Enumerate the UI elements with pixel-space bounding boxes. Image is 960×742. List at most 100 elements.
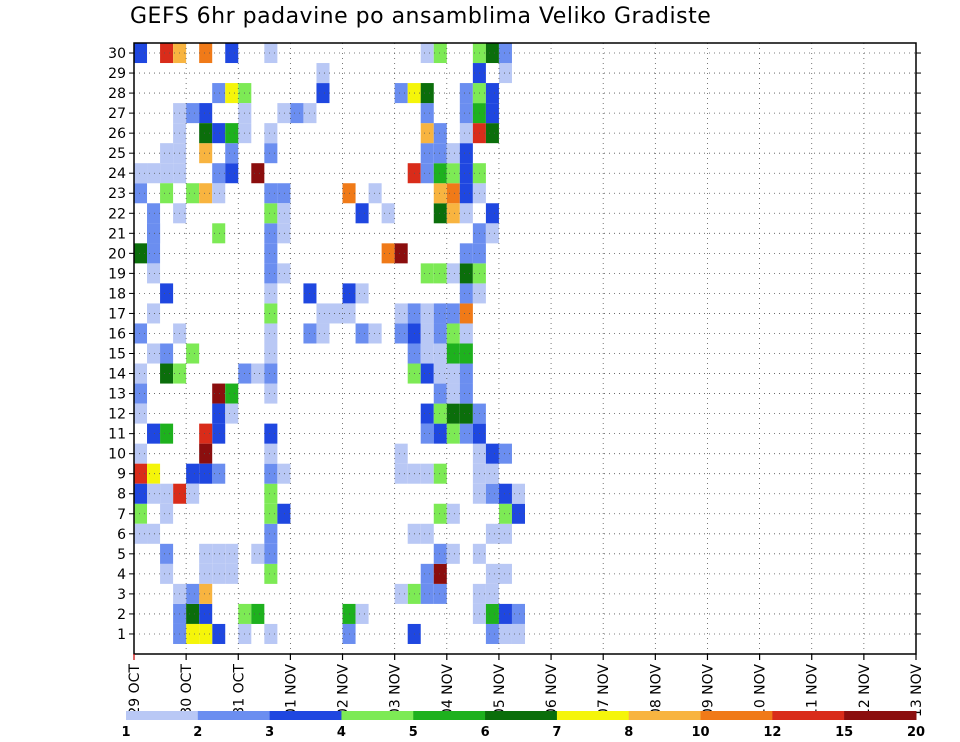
heatmap-cell [160,183,174,204]
heatmap-cell [264,223,278,244]
heatmap-cell [147,303,161,324]
x-tick-label: 11 NOV [805,664,821,718]
heatmap-cell [459,423,473,444]
colorbar-label: 1 [121,725,130,740]
heatmap-cell [251,363,265,384]
colorbar-label: 3 [265,725,274,740]
heatmap-cell [446,163,460,184]
heatmap-cell [264,443,278,464]
heatmap-cell [394,443,408,464]
heatmap-cell [498,523,512,544]
heatmap-cell [212,183,226,204]
colorbar-swatch [126,711,199,720]
heatmap-cell [160,283,174,304]
heatmap-cell [225,403,239,424]
x-tick-label: 30 OCT [179,664,195,716]
heatmap-cell [264,623,278,644]
heatmap-cell [420,123,434,144]
y-tick-label: 8 [117,487,126,503]
heatmap-cell [446,183,460,204]
heatmap-cell [394,463,408,484]
colorbar-swatch [844,711,917,720]
heatmap-cell [498,563,512,584]
y-tick-label: 12 [108,407,126,423]
heatmap-cell [498,43,512,64]
heatmap-cell [186,103,200,124]
heatmap-cell [264,143,278,164]
heatmap-cell [264,483,278,504]
heatmap-cell [446,543,460,564]
colorbar-label: 12 [763,725,781,740]
heatmap-cell [225,43,239,64]
heatmap-cell [420,583,434,604]
heatmap-cell [186,343,200,364]
heatmap-cell [485,443,499,464]
heatmap-cell [459,123,473,144]
heatmap-cell [264,463,278,484]
y-tick-label: 4 [117,567,126,583]
heatmap-cell [134,503,148,524]
y-tick-label: 29 [108,66,126,82]
colorbar-swatch [700,711,773,720]
y-tick-label: 6 [117,527,126,543]
heatmap-cell [433,163,447,184]
heatmap-cell [446,343,460,364]
heatmap-cell [485,523,499,544]
heatmap-cell [147,343,161,364]
heatmap-cell [459,163,473,184]
heatmap-cell [485,83,499,104]
y-tick-label: 16 [108,326,126,342]
y-tick-label: 18 [108,286,126,302]
heatmap-cell [264,283,278,304]
heatmap-cell [498,623,512,644]
heatmap-cell [485,123,499,144]
x-tick-label: 31 OCT [231,664,247,716]
x-tick-label: 12 NOV [857,664,873,718]
heatmap-cell [134,483,148,504]
x-tick-label: 01 NOV [283,664,299,718]
heatmap-cell [420,143,434,164]
y-tick-label: 13 [108,387,126,403]
heatmap-cell [199,443,213,464]
y-tick-label: 10 [108,447,126,463]
heatmap-cell [355,283,369,304]
heatmap-cell [264,203,278,224]
heatmap-cell [485,563,499,584]
heatmap-cell [199,423,213,444]
heatmap-cell [394,303,408,324]
heatmap-cell [212,123,226,144]
colorbar-swatch [772,711,845,720]
heatmap-cell [212,463,226,484]
heatmap-cell [264,523,278,544]
heatmap-cell [394,323,408,344]
heatmap-cell [446,423,460,444]
heatmap-cell [433,43,447,64]
heatmap-cell [446,323,460,344]
heatmap-cell [160,503,174,524]
heatmap-cell [212,163,226,184]
heatmap-cell [498,503,512,524]
heatmap-cell [147,163,161,184]
heatmap-cell [199,603,213,624]
x-tick-label: 02 NOV [336,664,352,718]
heatmap-cell [459,323,473,344]
heatmap-cell [420,563,434,584]
heatmap-cell [316,63,330,84]
heatmap-cell [420,323,434,344]
heatmap-cell [459,403,473,424]
heatmap-cell [459,303,473,324]
heatmap-cell [420,523,434,544]
heatmap-cell [277,463,291,484]
heatmap-cell [186,623,200,644]
heatmap-cell [459,383,473,404]
heatmap-cell [446,383,460,404]
y-tick-label: 17 [108,306,126,322]
heatmap-cell [485,43,499,64]
colorbar-label: 4 [337,725,346,740]
heatmap-cell [420,423,434,444]
heatmap-cell [134,323,148,344]
colorbar-swatch [341,711,414,720]
heatmap-cell [446,143,460,164]
heatmap-cell [160,163,174,184]
